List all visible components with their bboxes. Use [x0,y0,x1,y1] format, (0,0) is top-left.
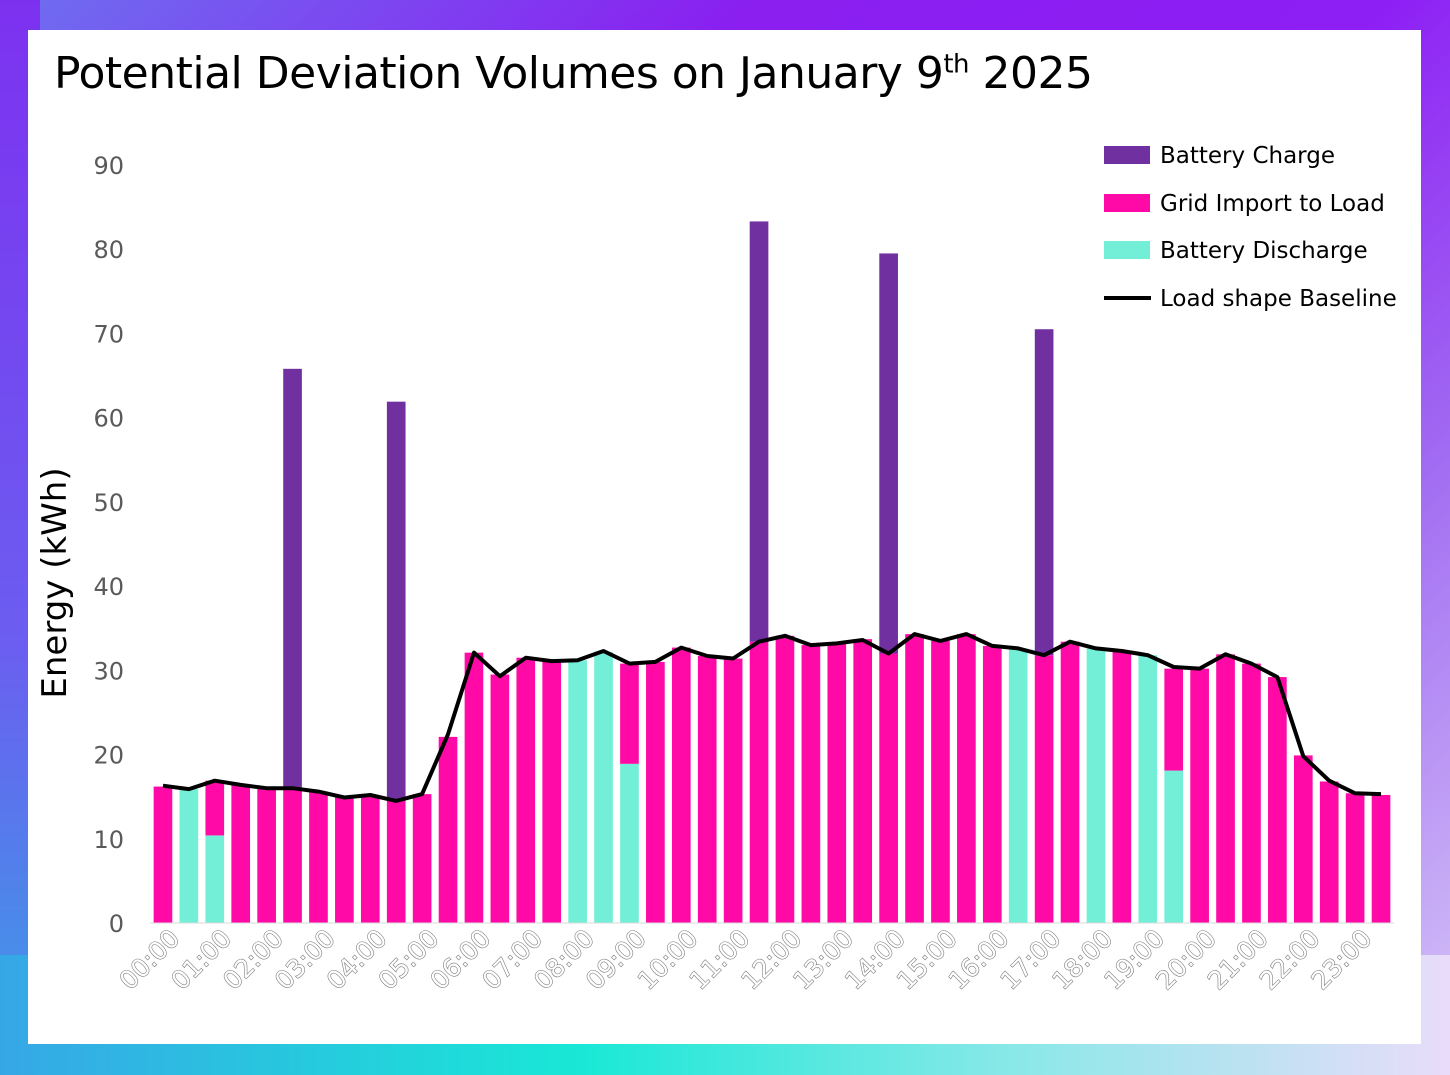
bar-grid-import [386,800,406,923]
chart-title-superscript: th [943,49,970,80]
y-tick-label: 0 [109,910,124,938]
legend-swatch [1104,146,1150,164]
bar-grid-import [905,634,924,923]
bar-grid-import [257,787,276,923]
bar-grid-import [516,657,536,923]
bar-grid-import [1034,655,1054,923]
y-tick-label: 30 [93,657,124,685]
bar-grid-import [646,661,665,923]
y-tick-label: 60 [93,405,124,433]
bar-battery-discharge [205,835,225,923]
y-tick-label: 80 [93,236,124,264]
legend-label: Battery Charge [1160,143,1335,169]
bar-battery-discharge [1086,648,1106,923]
y-tick-label: 40 [93,573,124,601]
y-tick-label: 10 [93,826,124,854]
bar-grid-import [801,645,821,923]
bar-grid-import [1345,793,1365,923]
bar-grid-import [749,641,769,923]
y-axis-label: Energy (kWh) [35,467,75,698]
bar-battery-charge [386,401,406,801]
legend-label: Grid Import to Load [1160,191,1385,217]
bar-grid-import [542,661,562,923]
bar-grid-import [1371,794,1391,923]
bar-grid-import [1268,677,1287,923]
bar-grid-import [412,794,432,923]
bar-battery-charge [879,253,898,654]
bar-grid-import [205,780,225,836]
bar-grid-import [671,647,691,923]
bar-grid-import [1190,668,1209,923]
bar-grid-import [723,658,743,923]
legend-label: Battery Discharge [1160,238,1368,264]
legend-swatch [1104,194,1150,212]
bar-battery-charge [283,368,302,788]
legend-label: Load shape Baseline [1160,286,1397,312]
bar-grid-import [853,639,873,923]
bar-grid-import [464,652,484,923]
bar-grid-import [879,653,898,923]
bar-battery-discharge [568,660,587,923]
bar-grid-import [957,634,976,923]
chart-title-main: Potential Deviation Volumes on January 9 [54,48,944,99]
bar-grid-import [490,674,510,923]
bar-battery-discharge [620,763,639,923]
line-load-shape-baseline [162,632,1382,803]
bar-battery-charge [1034,329,1054,656]
bar-grid-import [360,794,380,923]
bar-battery-discharge [1008,649,1028,923]
bar-grid-import [1112,650,1132,923]
bar-grid-import [620,663,639,764]
bar-grid-import [1216,654,1235,923]
y-tick-label: 50 [93,489,124,517]
bar-grid-import [931,640,950,923]
bar-battery-discharge [1138,655,1158,923]
bar-grid-import [309,791,328,923]
bar-grid-import [283,787,302,923]
bar-grid-import [335,796,354,923]
chart-title-year: 2025 [969,48,1093,99]
bar-grid-import [827,643,847,923]
chart-title: Potential Deviation Volumes on January 9… [54,48,1093,99]
bar-battery-discharge [179,789,199,923]
bar-battery-charge [749,221,769,642]
bar-battery-discharge [594,651,613,923]
bar-grid-import [231,784,251,923]
x-tick-label: 23:00 [1306,924,1377,995]
y-tick-label: 20 [93,742,124,770]
bar-grid-import [697,656,717,923]
bar-battery-discharge [1164,770,1184,923]
bar-grid-import [1319,781,1339,923]
legend-swatch [1104,241,1150,259]
y-tick-label: 90 [93,152,124,180]
bar-grid-import [775,635,795,923]
bar-grid-import [1164,668,1184,771]
bar-grid-import [982,645,1002,923]
bar-grid-import [1293,755,1313,923]
bar-grid-import [1242,663,1261,923]
y-tick-label: 70 [93,320,124,348]
bar-grid-import [438,736,458,923]
bar-grid-import [1060,641,1080,923]
bar-grid-import [153,786,173,923]
